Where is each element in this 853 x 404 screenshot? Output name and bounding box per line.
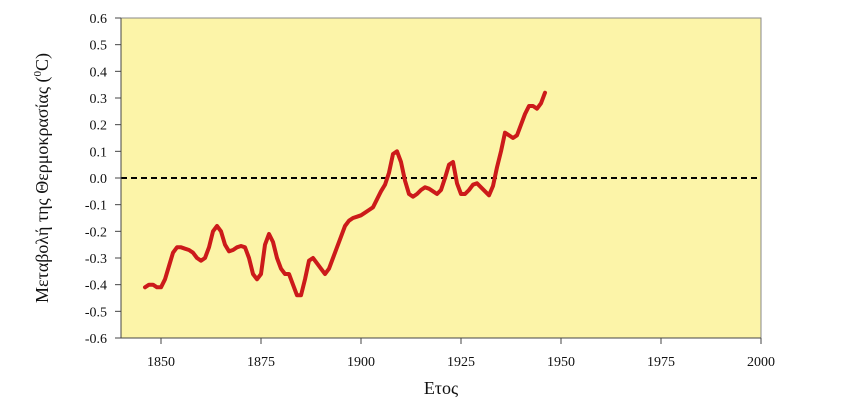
y-tick-label: -0.2 (85, 225, 107, 240)
x-axis-ticks: 1850 1875 1900 1925 1950 1975 2000 (147, 338, 775, 370)
y-tick-label: -0.3 (85, 252, 107, 267)
y-axis-ticks: -0.6 -0.5 -0.4 -0.3 -0.2 -0.1 0.0 0.1 0.2 0.3 0.4 0… (85, 12, 121, 347)
x-tick-label: 1875 (247, 355, 275, 370)
y-tick-label: -0.6 (85, 332, 107, 347)
temperature-series-line (143, 90, 547, 298)
x-tick-label: 1925 (447, 355, 475, 370)
x-axis-title: Ετος (424, 378, 458, 398)
x-tick-label: 1900 (347, 355, 375, 370)
y-axis-title: Μεταβολή της Θερμοκρασίας (0C) (32, 53, 53, 303)
y-tick-label: -0.1 (85, 199, 107, 214)
y-tick-label: 0.0 (90, 172, 108, 187)
y-tick-label: 0.5 (90, 39, 108, 54)
y-tick-label: 0.3 (90, 92, 108, 107)
x-tick-label: 2000 (747, 355, 775, 370)
x-tick-label: 1975 (647, 355, 675, 370)
y-tick-label: 0.4 (90, 65, 108, 80)
y-tick-label: 0.6 (90, 12, 108, 27)
y-tick-label: -0.4 (85, 279, 107, 294)
y-tick-label: -0.5 (85, 305, 107, 320)
y-tick-label: 0.2 (90, 119, 108, 134)
y-tick-label: 0.1 (90, 145, 108, 160)
x-tick-label: 1950 (547, 355, 575, 370)
x-tick-label: 1850 (147, 355, 175, 370)
